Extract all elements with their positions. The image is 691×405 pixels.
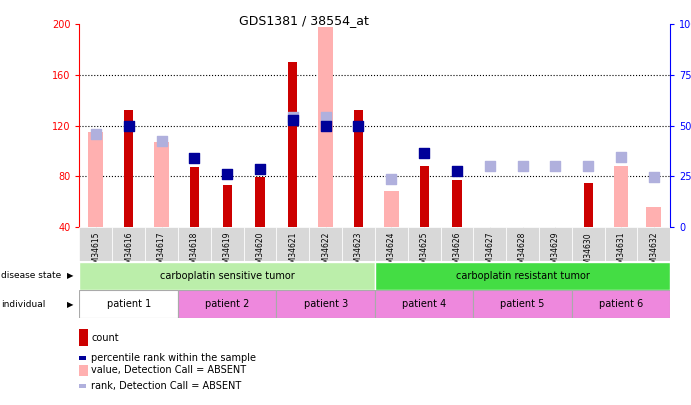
Point — [320, 122, 331, 129]
Bar — [440, 227, 473, 261]
Bar — [473, 227, 506, 261]
Bar — [584, 183, 593, 227]
Bar — [88, 132, 103, 227]
Text: disease state: disease state — [1, 271, 61, 280]
Bar — [342, 227, 375, 261]
Text: GSM34616: GSM34616 — [124, 232, 133, 273]
Bar — [178, 290, 276, 318]
Point — [189, 155, 200, 162]
Text: GSM34625: GSM34625 — [419, 232, 428, 273]
Bar — [178, 227, 211, 261]
Bar — [647, 207, 661, 227]
Text: GSM34623: GSM34623 — [354, 232, 363, 273]
Bar — [243, 227, 276, 261]
Bar — [637, 227, 670, 261]
Text: count: count — [91, 333, 119, 343]
Bar — [79, 227, 112, 261]
Bar — [453, 180, 462, 227]
Text: GSM34621: GSM34621 — [288, 232, 297, 273]
Text: carboplatin resistant tumor: carboplatin resistant tumor — [455, 271, 589, 281]
Text: patient 5: patient 5 — [500, 299, 545, 309]
Bar — [288, 62, 297, 227]
Point — [616, 154, 627, 160]
Bar — [419, 166, 428, 227]
Text: patient 1: patient 1 — [106, 299, 151, 309]
Text: GSM34622: GSM34622 — [321, 232, 330, 273]
Bar — [256, 177, 265, 227]
Text: GSM34618: GSM34618 — [190, 232, 199, 273]
Bar — [309, 227, 342, 261]
Text: GSM34629: GSM34629 — [551, 232, 560, 273]
Text: individual: individual — [1, 300, 46, 309]
Text: patient 6: patient 6 — [599, 299, 643, 309]
Point — [353, 122, 364, 129]
Text: GSM34615: GSM34615 — [91, 232, 100, 273]
Bar — [571, 290, 670, 318]
Bar — [276, 290, 375, 318]
Text: ▶: ▶ — [68, 300, 74, 309]
Text: GSM34630: GSM34630 — [584, 232, 593, 274]
Point — [419, 150, 430, 157]
Point — [648, 174, 659, 181]
Text: GSM34627: GSM34627 — [485, 232, 494, 273]
Point — [484, 163, 495, 169]
Point — [156, 138, 167, 144]
Bar — [384, 192, 399, 227]
Text: patient 2: patient 2 — [205, 299, 249, 309]
Point — [287, 113, 299, 120]
Point — [583, 163, 594, 169]
Bar — [539, 227, 571, 261]
Text: GSM34620: GSM34620 — [256, 232, 265, 273]
Bar — [145, 227, 178, 261]
Text: GSM34624: GSM34624 — [387, 232, 396, 273]
Text: GDS1381 / 38554_at: GDS1381 / 38554_at — [239, 14, 369, 27]
Point — [386, 175, 397, 182]
Bar — [154, 142, 169, 227]
Bar — [614, 166, 628, 227]
Bar — [223, 185, 231, 227]
Bar — [473, 290, 571, 318]
Bar — [605, 227, 637, 261]
Point — [517, 163, 528, 169]
Point — [320, 113, 331, 120]
Text: GSM34626: GSM34626 — [453, 232, 462, 273]
Text: ▶: ▶ — [68, 271, 74, 280]
Bar — [79, 262, 375, 290]
Text: rank, Detection Call = ABSENT: rank, Detection Call = ABSENT — [91, 381, 241, 391]
Text: carboplatin sensitive tumor: carboplatin sensitive tumor — [160, 271, 294, 281]
Point — [254, 165, 265, 172]
Bar — [375, 262, 670, 290]
Text: patient 3: patient 3 — [303, 299, 348, 309]
Point — [287, 117, 299, 124]
Point — [550, 163, 561, 169]
Bar — [319, 27, 333, 227]
Text: patient 4: patient 4 — [402, 299, 446, 309]
Text: GSM34619: GSM34619 — [223, 232, 231, 273]
Text: percentile rank within the sample: percentile rank within the sample — [91, 354, 256, 363]
Bar — [375, 227, 408, 261]
Bar — [375, 290, 473, 318]
Text: GSM34628: GSM34628 — [518, 232, 527, 273]
Bar — [79, 290, 178, 318]
Bar — [354, 111, 363, 227]
Bar — [276, 227, 309, 261]
Bar — [506, 227, 539, 261]
Point — [91, 131, 102, 138]
Bar — [112, 227, 145, 261]
Bar — [571, 227, 605, 261]
Text: GSM34631: GSM34631 — [616, 232, 625, 273]
Text: GSM34617: GSM34617 — [157, 232, 166, 273]
Bar — [190, 167, 199, 227]
Bar — [408, 227, 440, 261]
Bar — [124, 111, 133, 227]
Text: GSM34632: GSM34632 — [650, 232, 659, 273]
Bar — [211, 227, 243, 261]
Text: value, Detection Call = ABSENT: value, Detection Call = ABSENT — [91, 365, 246, 375]
Point — [222, 171, 233, 177]
Point — [451, 168, 462, 174]
Point — [123, 122, 134, 129]
